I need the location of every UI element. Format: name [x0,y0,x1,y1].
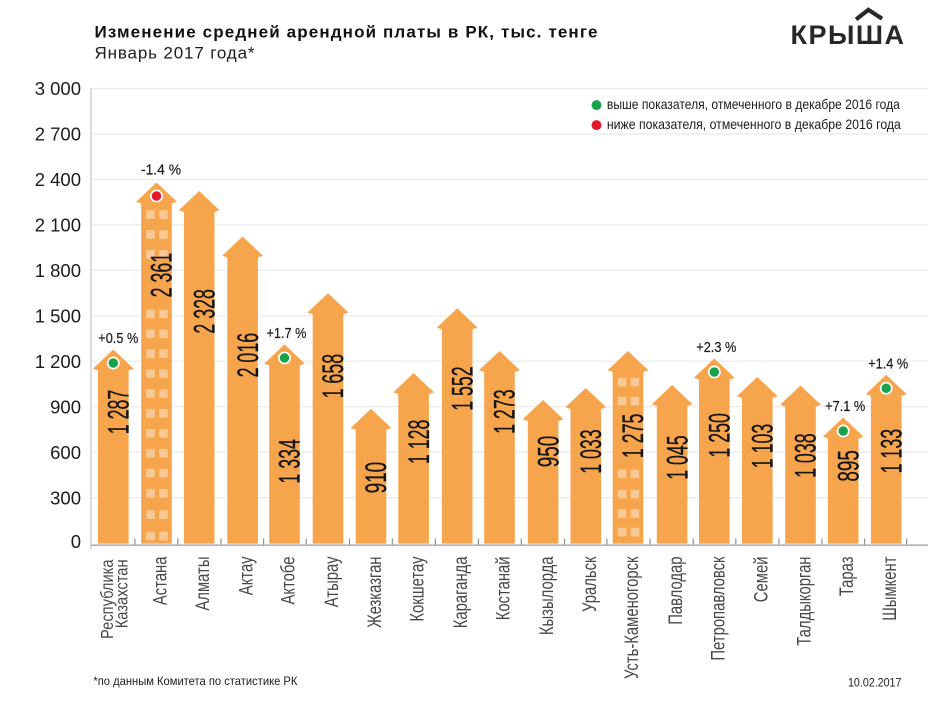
svg-text:10.02.2017: 10.02.2017 [848,676,902,690]
svg-text:+0.5 %: +0.5 % [98,331,138,347]
svg-text:Астана: Астана [150,556,172,605]
svg-text:1 133: 1 133 [875,429,908,474]
svg-text:Талдыкорган: Талдыкорган [794,557,816,646]
svg-text:Павлодар: Павлодар [665,556,687,624]
svg-text:2 361: 2 361 [146,253,179,298]
svg-text:Семей: Семей [750,557,772,603]
svg-text:2 100: 2 100 [35,215,81,236]
svg-text:Казахстан: Казахстан [112,559,131,628]
svg-text:1 500: 1 500 [35,306,81,327]
svg-text:Жезказган: Жезказган [364,557,386,628]
svg-text:выше показателя, отмеченного в: выше показателя, отмеченного в декабре 2… [607,97,900,112]
svg-text:*по данным Комитета по статист: *по данным Комитета по статистике РК [93,674,297,688]
svg-text:1 334: 1 334 [274,439,307,484]
svg-text:3 000: 3 000 [35,78,81,99]
svg-text:Республика: Республика [98,559,117,639]
svg-text:Петропавловск: Петропавловск [707,556,729,660]
svg-text:+2.3 %: +2.3 % [696,340,736,356]
svg-text:Усть-Каменогорск: Усть-Каменогорск [621,556,643,679]
svg-text:+1.7 %: +1.7 % [267,326,307,342]
svg-text:КРЫША: КРЫША [791,20,905,50]
svg-text:0: 0 [71,531,81,552]
svg-text:1 287: 1 287 [103,390,136,435]
svg-text:1 033: 1 033 [575,429,608,474]
svg-text:Уральск: Уральск [579,556,601,612]
svg-text:1 658: 1 658 [317,354,350,399]
svg-text:2 328: 2 328 [188,289,221,334]
svg-text:910: 910 [360,462,393,494]
svg-text:950: 950 [532,436,565,468]
svg-text:1 200: 1 200 [35,351,81,372]
svg-text:Кызылорда: Кызылорда [536,556,558,635]
svg-text:Шымкент: Шымкент [879,556,901,620]
svg-text:ниже показателя, отмеченного в: ниже показателя, отмеченного в декабре 2… [607,117,901,132]
svg-text:1 552: 1 552 [446,366,479,411]
svg-text:895: 895 [832,450,865,482]
svg-text:2 400: 2 400 [35,169,81,190]
svg-text:1 128: 1 128 [403,420,436,465]
svg-text:1 275: 1 275 [617,414,650,459]
svg-text:1 273: 1 273 [489,389,522,434]
svg-text:1 250: 1 250 [704,413,737,458]
svg-text:Тараз: Тараз [836,556,858,596]
svg-text:1 103: 1 103 [747,424,780,469]
svg-text:Актау: Актау [236,556,258,595]
svg-text:-1.4 %: -1.4 % [141,163,181,179]
svg-text:Актобе: Актобе [278,556,300,604]
svg-text:Алматы: Алматы [192,557,214,611]
svg-text:Атырау: Атырау [321,556,343,607]
svg-text:Январь 2017 года*: Январь 2017 года* [95,44,255,63]
svg-text:+7.1 %: +7.1 % [825,399,865,415]
svg-text:600: 600 [50,442,81,463]
svg-text:Караганда: Караганда [450,556,472,628]
svg-text:1 045: 1 045 [661,435,694,480]
svg-text:2 016: 2 016 [232,333,265,378]
svg-text:Костанай: Костанай [493,557,515,621]
svg-text:1 800: 1 800 [35,260,81,281]
svg-text:+1.4 %: +1.4 % [868,357,908,373]
svg-text:900: 900 [50,396,81,417]
svg-text:2 700: 2 700 [35,124,81,145]
svg-text:300: 300 [50,487,81,508]
svg-text:1 038: 1 038 [790,433,823,478]
svg-text:Кокшетау: Кокшетау [407,556,429,621]
svg-text:Изменение средней арендной пла: Изменение средней арендной платы в РК, т… [95,23,598,42]
